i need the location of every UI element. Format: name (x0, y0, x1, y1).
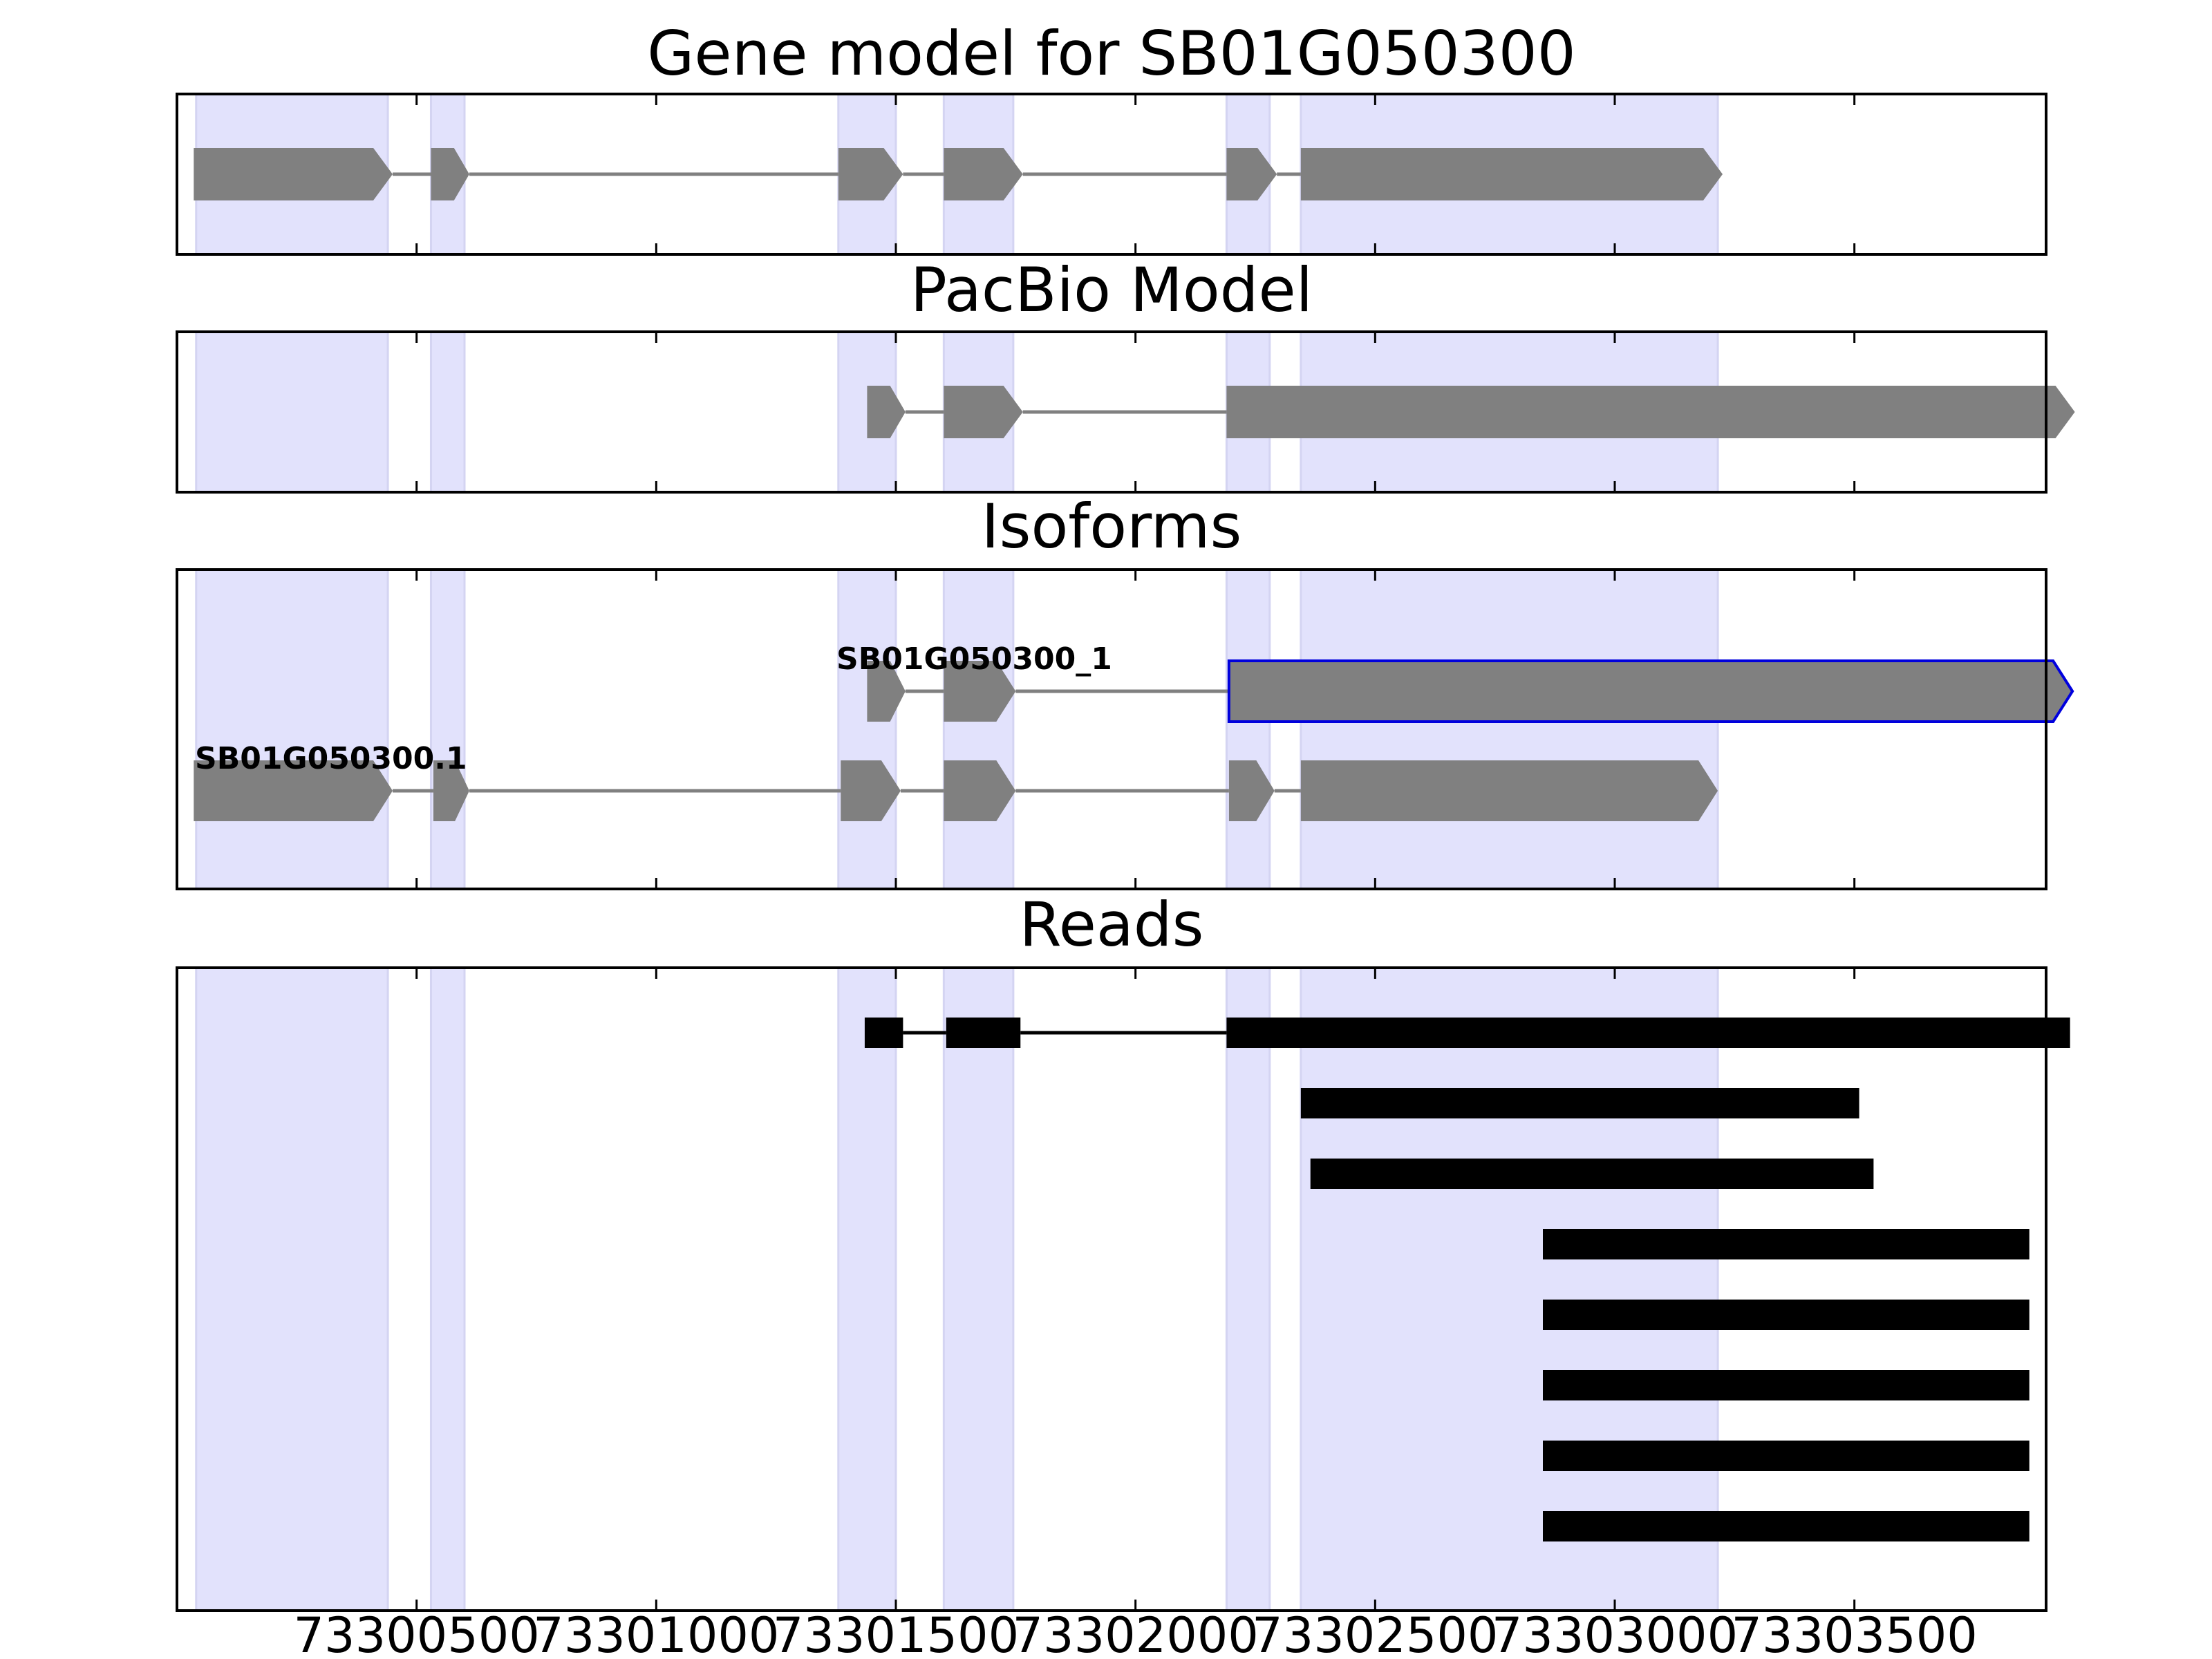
pacbio-exon (944, 386, 1023, 438)
read-block (1543, 1511, 2030, 1541)
gene-model-title: Gene model for SB01G050300 (647, 18, 1576, 89)
isoform-exon (944, 661, 1016, 722)
read-block (1226, 1018, 2070, 1048)
x-tick-label: 73302000 (1013, 1607, 1259, 1659)
isoform-exon (841, 760, 901, 821)
isoform-exon (1300, 760, 1718, 821)
highlight-region (429, 330, 466, 494)
highlight-region (837, 966, 897, 1612)
highlight-region (1225, 568, 1271, 890)
read-block (864, 1018, 903, 1048)
gene-model-exon (944, 148, 1023, 200)
pacbio-exon (867, 386, 906, 438)
highlight-region (195, 330, 389, 494)
read-block (946, 1018, 1021, 1048)
isoforms-frame (176, 568, 2047, 890)
pacbio-model-track (867, 386, 2075, 438)
gene-model-exon (194, 148, 393, 200)
pacbio-model-title: PacBio Model (910, 254, 1313, 326)
gene-model-exon (1300, 148, 1723, 200)
gene-model-exon (1226, 148, 1277, 200)
highlight-region (429, 966, 466, 1612)
isoform-exon (944, 760, 1016, 821)
isoform-exon (433, 760, 469, 821)
isoforms-title: Isoforms (982, 491, 1242, 562)
gene-model-exon (838, 148, 903, 200)
read-block (1543, 1370, 2030, 1400)
highlight-region (837, 568, 897, 890)
isoform-label-1: SB01G050300_1 (836, 641, 1112, 677)
x-tick-label: 73301500 (773, 1607, 1019, 1659)
isoform-exon (1227, 659, 2074, 723)
x-axis: 7330050073301000733015007330200073302500… (294, 94, 1978, 1659)
highlight-region (1300, 568, 1719, 890)
reads-track (864, 1018, 2070, 1541)
read-block (1300, 1088, 1859, 1118)
read-block (1543, 1229, 2030, 1259)
read-block (1310, 1159, 1874, 1189)
x-tick-label: 73303000 (1492, 1607, 1738, 1659)
highlight-region (1300, 966, 1719, 1612)
highlight-region (942, 966, 1015, 1612)
reads-highlights (195, 966, 1719, 1612)
x-tick-label: 73303500 (1732, 1607, 1978, 1659)
gene-model-frame (176, 93, 2047, 256)
isoform-exon (194, 760, 393, 821)
pacbio-model-frame (176, 330, 2047, 494)
isoform-exon (1228, 760, 1275, 821)
isoform-label-2: SB01G050300.1 (195, 741, 467, 776)
highlight-region (429, 568, 466, 890)
highlight-region (1225, 966, 1271, 1612)
x-tick-label: 73300500 (294, 1607, 540, 1659)
pacbio-exon (1226, 386, 2075, 438)
isoforms-track (194, 659, 2074, 821)
isoforms-highlights (195, 568, 1719, 890)
x-tick-label: 73302500 (1252, 1607, 1498, 1659)
highlight-region (195, 966, 389, 1612)
x-tick-label: 73301000 (533, 1607, 779, 1659)
highlight-region (942, 568, 1015, 890)
read-block (1543, 1441, 2030, 1471)
reads-title: Reads (1020, 889, 1204, 960)
gene-model-exon (431, 148, 469, 200)
isoform-exon (867, 661, 906, 722)
gene-model-track (194, 148, 1723, 200)
read-block (1543, 1300, 2030, 1330)
reads-frame (176, 966, 2047, 1612)
highlight-region (195, 568, 389, 890)
